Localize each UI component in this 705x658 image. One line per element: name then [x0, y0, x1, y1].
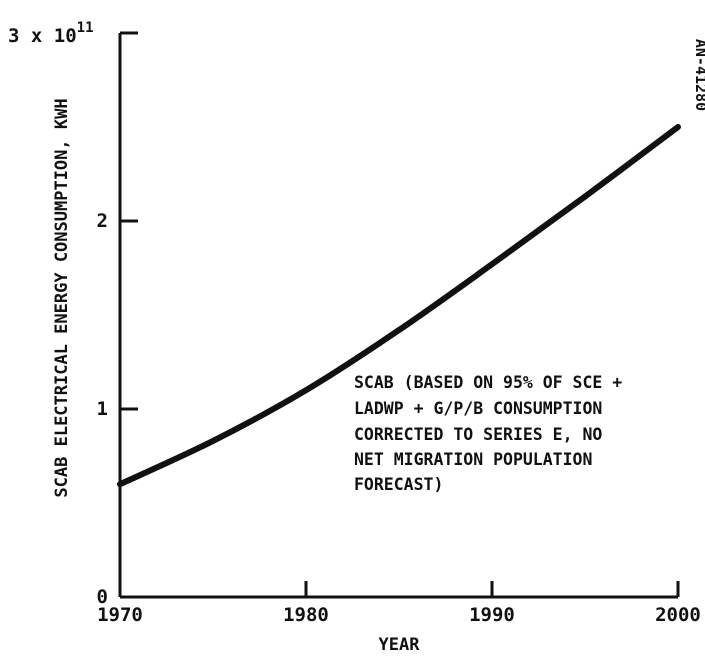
ticks [118, 31, 680, 597]
x-tick-label-2000: 2000 [655, 604, 701, 626]
x-tick-label-1980: 1980 [283, 604, 329, 626]
figure-id-label: AN-41280 [692, 39, 705, 111]
y-multiplier-label: 3 x 1011 [8, 20, 94, 47]
y-axis-title: SCAB ELECTRICAL ENERGY CONSUMPTION, KWH [52, 98, 72, 497]
series-line [117, 124, 681, 488]
annotation-line-4: NET MIGRATION POPULATION [354, 450, 592, 469]
x-tick-label-1990: 1990 [469, 604, 515, 626]
y-tick-label-1: 1 [97, 398, 108, 420]
y-tick-label-0: 0 [97, 586, 108, 608]
annotation-line-1: SCAB (BASED ON 95% OF SCE + [354, 373, 622, 392]
annotation-line-5: FORECAST) [354, 475, 443, 494]
annotation-line-3: CORRECTED TO SERIES E, NO [354, 425, 602, 444]
y-multiplier-exponent: 11 [77, 20, 94, 36]
annotation-line-2: LADWP + G/P/B CONSUMPTION [354, 399, 602, 418]
tick-labels: 1970 1980 1990 2000 0 1 2 [97, 210, 701, 626]
x-axis-title: YEAR [379, 635, 421, 655]
annotation-block: SCAB (BASED ON 95% OF SCE + LADWP + G/P/… [354, 373, 622, 494]
x-tick-label-1970: 1970 [97, 604, 143, 626]
y-tick-label-2: 2 [97, 210, 108, 232]
